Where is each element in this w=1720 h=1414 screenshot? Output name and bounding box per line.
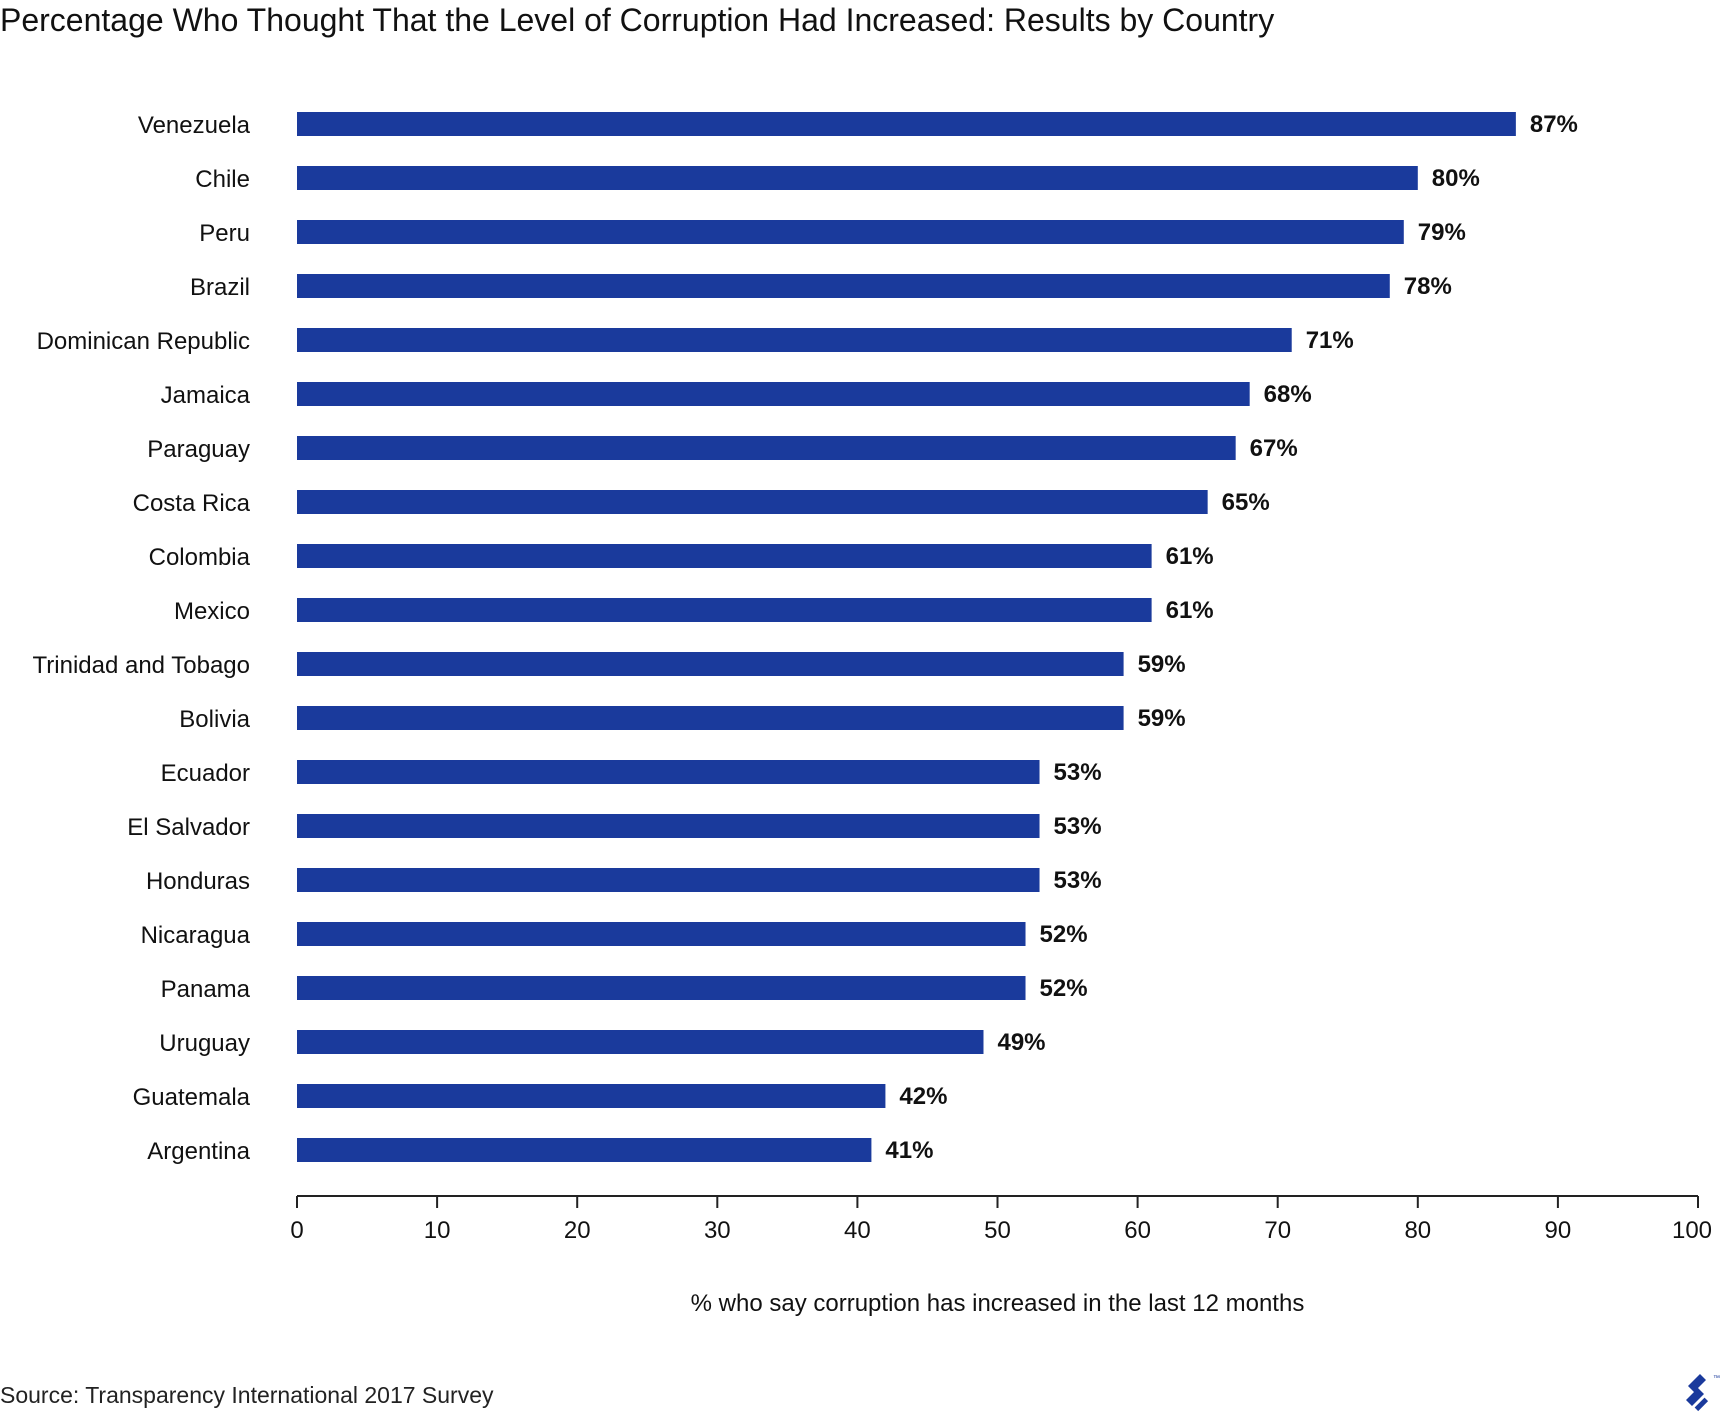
value-label: 53% (1054, 813, 1102, 840)
chart-title: Percentage Who Thought That the Level of… (0, 2, 1275, 38)
bar-brazil (297, 274, 1390, 298)
svg-text:™: ™ (1713, 1375, 1720, 1382)
x-tick-label: 80 (1404, 1217, 1431, 1244)
value-label: 61% (1166, 597, 1214, 624)
bar-ecuador (297, 760, 1040, 784)
bar-guatemala (297, 1084, 886, 1108)
x-tick-label: 90 (1545, 1217, 1572, 1244)
category-label: Brazil (190, 274, 250, 301)
bar-honduras (297, 868, 1040, 892)
category-label: Honduras (146, 868, 250, 895)
toptal-logo-icon: ™ (1686, 1374, 1720, 1412)
bar-costa-rica (297, 490, 1208, 514)
x-tick-label: 60 (1124, 1217, 1151, 1244)
category-label: Dominican Republic (37, 328, 250, 355)
value-label: 52% (1040, 975, 1088, 1002)
value-label: 79% (1418, 219, 1466, 246)
category-label: Peru (199, 220, 250, 247)
value-label: 68% (1264, 381, 1312, 408)
x-tick-label: 40 (844, 1217, 871, 1244)
x-tick-label: 30 (704, 1217, 731, 1244)
bar-peru (297, 220, 1404, 244)
x-tick-label: 20 (564, 1217, 591, 1244)
bar-chart: Venezuela Chile Peru Brazil Dominican Republ… (33, 111, 1713, 1317)
value-label: 87% (1530, 111, 1578, 138)
bar-jamaica (297, 382, 1250, 406)
bar-chile (297, 166, 1418, 190)
x-tick-label: 100 (1672, 1217, 1712, 1244)
bar-panama (297, 976, 1026, 1000)
bar-dominican-republic (297, 328, 1292, 352)
category-label: Venezuela (138, 112, 251, 139)
x-tick-label: 10 (424, 1217, 451, 1244)
bars-layer (297, 112, 1516, 1162)
x-axis: 0 10 20 30 40 50 60 70 80 90 100 (290, 1195, 1712, 1244)
bar-venezuela (297, 112, 1516, 136)
value-label: 49% (997, 1029, 1045, 1056)
category-label: El Salvador (127, 814, 250, 841)
value-label: 80% (1432, 165, 1480, 192)
value-label: 59% (1138, 705, 1186, 732)
bar-el-salvador (297, 814, 1040, 838)
category-label: Paraguay (147, 436, 250, 463)
x-tick-label: 0 (290, 1217, 303, 1244)
bar-trinidad-and-tobago (297, 652, 1124, 676)
category-label: Uruguay (159, 1030, 250, 1057)
bar-uruguay (297, 1030, 984, 1054)
bar-paraguay (297, 436, 1236, 460)
value-label: 78% (1404, 273, 1452, 300)
value-label: 53% (1054, 867, 1102, 894)
category-label: Nicaragua (141, 922, 251, 949)
category-label: Bolivia (179, 706, 250, 733)
value-label: 52% (1040, 921, 1088, 948)
value-label: 65% (1222, 489, 1270, 516)
bar-nicaragua (297, 922, 1026, 946)
x-axis-title: % who say corruption has increased in th… (691, 1290, 1305, 1317)
category-label: Ecuador (161, 760, 250, 787)
value-label: 59% (1138, 651, 1186, 678)
value-labels: 87% 80% 79% 78% 71% 68% 67% 65% 61% 61% 59% 59% 53% 5… (885, 111, 1578, 1164)
category-label: Panama (161, 976, 251, 1003)
category-label: Argentina (147, 1138, 250, 1165)
value-label: 42% (899, 1083, 947, 1110)
value-label: 41% (885, 1137, 933, 1164)
bar-colombia (297, 544, 1152, 568)
category-label: Trinidad and Tobago (33, 652, 251, 679)
bar-bolivia (297, 706, 1124, 730)
category-label: Colombia (149, 544, 251, 571)
bar-argentina (297, 1138, 872, 1162)
value-label: 53% (1054, 759, 1102, 786)
value-label: 61% (1166, 543, 1214, 570)
value-label: 67% (1250, 435, 1298, 462)
category-labels: Venezuela Chile Peru Brazil Dominican Republ… (33, 112, 251, 1165)
bar-mexico (297, 598, 1152, 622)
category-label: Chile (195, 166, 250, 193)
x-tick-label: 70 (1264, 1217, 1291, 1244)
source-note: Source: Transparency International 2017 … (0, 1382, 494, 1408)
x-tick-label: 50 (984, 1217, 1011, 1244)
category-label: Costa Rica (133, 490, 251, 517)
category-label: Jamaica (161, 382, 251, 409)
category-label: Guatemala (133, 1084, 251, 1111)
value-label: 71% (1306, 327, 1354, 354)
category-label: Mexico (174, 598, 250, 625)
